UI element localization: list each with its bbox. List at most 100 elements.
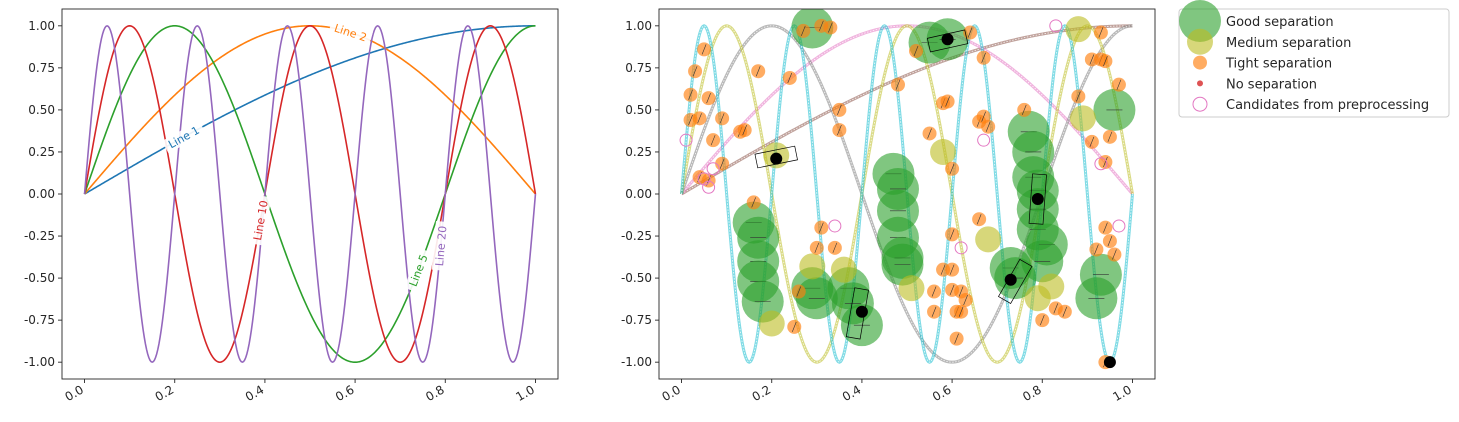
tight-separation-tick-20 xyxy=(967,27,973,38)
background-line-dash-3 xyxy=(681,25,1133,363)
tight-separation-tick-6 xyxy=(710,135,716,146)
y-tick-label-left-8: 1.00 xyxy=(28,19,55,33)
legend-frame xyxy=(1178,8,1450,118)
tight-separation-tick-63 xyxy=(1053,303,1059,314)
tight-separation-tick-45 xyxy=(963,294,968,306)
tight-separation-tick-23 xyxy=(927,128,932,139)
x-tick-label-right-5: 1.0 xyxy=(1110,382,1134,404)
series-line-line-5 xyxy=(83,25,536,363)
x-tick-label-right-0: 0.0 xyxy=(660,382,684,404)
candidate-marker-3 xyxy=(706,162,720,176)
tight-separation-tick-16 xyxy=(801,25,806,36)
tight-separation-tick-2 xyxy=(688,89,693,100)
y-tick-label-right-5: 0.25 xyxy=(625,145,652,159)
x-tick-label-left-3: 0.6 xyxy=(333,382,357,404)
tight-separation-tick-65 xyxy=(1039,315,1045,326)
tight-separation-tick-44 xyxy=(958,286,964,297)
inline-label-bg xyxy=(161,120,206,154)
x-tick-label-right-4: 0.8 xyxy=(1020,382,1044,404)
tight-separation-tick-15 xyxy=(837,124,842,136)
x-tick-label-left-4: 0.8 xyxy=(423,382,447,404)
x-tick-label-left-1: 0.2 xyxy=(153,382,177,404)
rotated-box-outline xyxy=(1028,173,1047,225)
tight-separation-tick-58 xyxy=(1098,27,1104,38)
series-layer xyxy=(83,24,537,364)
no-separation-marker-1 xyxy=(941,33,954,46)
legend-marker-no-separation xyxy=(1197,80,1203,87)
legend-label-candidates-from-preprocessing: Candidates from preprocessing xyxy=(1226,98,1429,113)
candidate-marker-5 xyxy=(954,241,968,255)
tight-separation-tick-18 xyxy=(819,20,824,31)
no-separation-marker-4 xyxy=(1004,273,1017,286)
legend-marker-tight-separation xyxy=(1193,55,1207,70)
legend-label-medium-separation: Medium separation xyxy=(1226,36,1351,51)
medium-separation-marker-5 xyxy=(799,253,826,280)
candidate-marker-0 xyxy=(679,133,693,147)
tight-separation-tick-12 xyxy=(787,72,793,84)
tight-separation-tick-55 xyxy=(1089,54,1095,65)
inline-label-bg xyxy=(431,221,450,271)
medium-separation-marker-10 xyxy=(1038,273,1065,300)
x-tick-label-right-2: 0.4 xyxy=(840,382,864,404)
no-separation-marker-0 xyxy=(1103,356,1116,369)
tight-separation-tick-19 xyxy=(913,45,919,57)
tight-separation-tick-17 xyxy=(828,22,833,33)
y-tick-label-left-0: -1.00 xyxy=(24,355,55,369)
background-line-dash-2 xyxy=(681,25,1133,363)
legend-marker-candidates-from-preprocessing xyxy=(1192,96,1208,112)
y-tick-label-right-2: -0.50 xyxy=(621,271,652,285)
x-tick-label-left-2: 0.4 xyxy=(243,382,267,404)
tight-separation-tick-64 xyxy=(1062,306,1068,317)
medium-separation-marker-4 xyxy=(830,256,857,283)
candidate-marker-4 xyxy=(828,219,842,233)
x-tick-label-right-1: 0.2 xyxy=(750,382,774,404)
tight-separation-tick-29 xyxy=(981,111,986,122)
tight-separation-tick-59 xyxy=(1103,222,1108,233)
y-axis-left: -1.00 -0.75 -0.50 -0.25 0.00 0.25 0.50 0.75 1.00 xyxy=(24,19,62,369)
legend-marker-good-separation xyxy=(1179,0,1221,42)
tight-separation-tick-61 xyxy=(1112,249,1117,260)
inline-label-text: Line 20 xyxy=(433,225,450,266)
x-tick-label-left-5: 1.0 xyxy=(513,382,537,404)
tight-separation-tick-10 xyxy=(719,113,725,124)
y-tick-label-right-4: 0.00 xyxy=(625,187,652,201)
no-separation-marker-3 xyxy=(1031,193,1044,206)
series-line-line-1 xyxy=(84,25,536,195)
tight-separation-tick-53 xyxy=(1107,131,1113,142)
series-line-line-10 xyxy=(83,25,537,363)
legend: Good separation Medium separation Tight se… xyxy=(1178,0,1450,118)
tight-separation-tick-46 xyxy=(931,306,937,317)
tight-separation-tick-1 xyxy=(701,44,707,55)
x-axis-left: 0.0 0.2 0.4 0.6 0.8 1.0 xyxy=(63,379,537,404)
candidate-marker-9 xyxy=(977,133,991,147)
no-separation-marker-2 xyxy=(770,152,783,165)
tight-separation-tick-22 xyxy=(895,79,901,90)
medium-separation-marker-3 xyxy=(758,310,785,337)
tight-separation-tick-35 xyxy=(832,242,838,253)
y-axis-right: -1.00 -0.75 -0.50 -0.25 0.00 0.25 0.50 0.75 1.00 xyxy=(621,19,659,369)
tight-separation-tick-30 xyxy=(985,121,991,132)
y-tick-label-right-8: 1.00 xyxy=(625,19,652,33)
y-tick-label-right-7: 0.75 xyxy=(625,61,652,75)
candidate-marker-2 xyxy=(702,180,716,194)
y-tick-label-right-1: -0.75 xyxy=(621,313,652,327)
y-tick-label-left-5: 0.25 xyxy=(28,145,55,159)
tight-separation-tick-62 xyxy=(1094,244,1099,255)
tight-separation-tick-60 xyxy=(1107,235,1113,247)
tight-separation-tick-34 xyxy=(814,242,820,253)
tight-separation-tick-26 xyxy=(949,163,955,174)
y-tick-label-right-0: -1.00 xyxy=(621,355,652,369)
tight-separation-tick-51 xyxy=(1089,136,1095,147)
no-separation-marker-5 xyxy=(855,305,868,318)
inline-label-bg xyxy=(404,248,433,293)
inline-label-bg xyxy=(249,195,272,246)
tight-separation-tick-57 xyxy=(1103,56,1108,67)
y-tick-label-left-4: 0.00 xyxy=(28,187,55,201)
series-line-line-20 xyxy=(83,24,537,364)
tight-separation-tick-11 xyxy=(755,66,761,77)
medium-separation-marker-8 xyxy=(975,226,1002,253)
tight-separation-tick-33 xyxy=(819,222,824,233)
tight-separation-tick-3 xyxy=(706,93,711,104)
